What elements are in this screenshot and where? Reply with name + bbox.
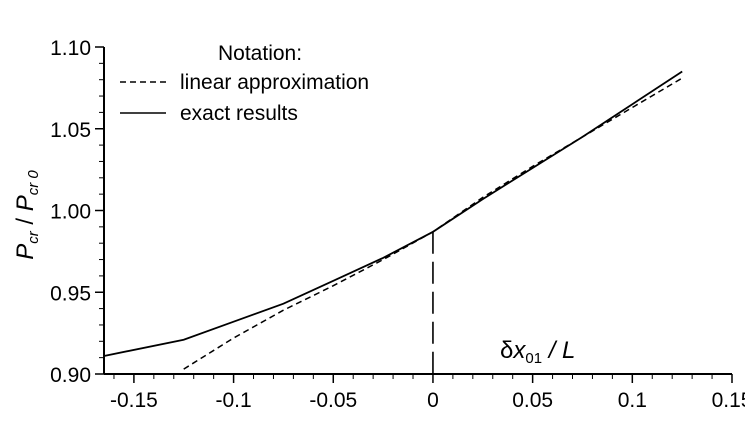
x-axis-label: δx01 / L — [500, 337, 575, 367]
y-axis-label-mid: / — [12, 211, 39, 231]
x-tick-label: 0.05 — [512, 389, 553, 412]
y-axis-label: Pcr / Pcr 0 — [12, 170, 42, 260]
x-tick-label: 0.15 — [712, 389, 745, 412]
y-tick-label: 1.05 — [50, 119, 91, 142]
y-tick-label: 1.00 — [50, 201, 91, 224]
legend-title: Notation: — [218, 42, 302, 65]
x-tick-label: 0 — [427, 389, 439, 412]
y-tick-label: 0.90 — [50, 364, 91, 387]
legend-entry: linear approximation — [180, 71, 369, 94]
x-tick-label: 0.1 — [618, 389, 647, 412]
y-axis-label-p1: P — [12, 244, 39, 260]
x-tick-label: -0.1 — [215, 389, 251, 412]
x-axis-label-var: x — [512, 337, 526, 364]
y-axis-label-sub2: cr 0 — [25, 170, 42, 196]
x-axis-label-rest: / L — [542, 337, 575, 364]
y-tick-label: 0.95 — [50, 282, 91, 305]
y-axis-label-p2: P — [12, 195, 39, 211]
legend-entry: exact results — [180, 102, 298, 125]
y-tick-label: 1.10 — [50, 37, 91, 60]
x-axis-label-delta: δ — [500, 337, 513, 364]
x-tick-label: -0.05 — [309, 389, 357, 412]
x-tick-label: -0.15 — [110, 389, 158, 412]
x-axis-label-sub: 01 — [525, 350, 542, 367]
exact-results-line — [103, 70, 683, 357]
y-axis-label-sub1: cr — [25, 230, 42, 244]
